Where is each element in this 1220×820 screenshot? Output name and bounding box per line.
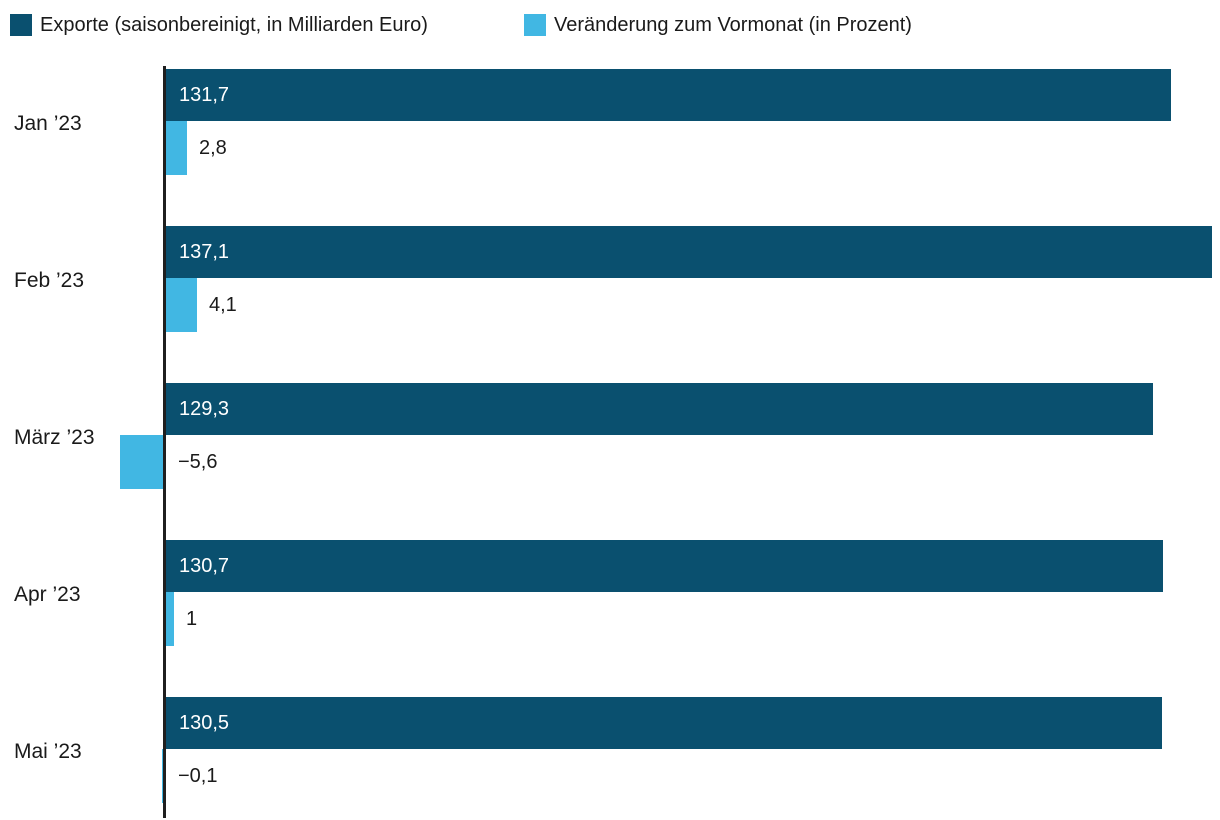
export-value-label: 137,1 bbox=[179, 241, 230, 263]
axis-line bbox=[163, 66, 166, 818]
chart-row: Apr ’23 130,7 1 bbox=[0, 540, 1220, 697]
legend-swatch-exports-icon bbox=[10, 14, 32, 36]
category-label: Mai ’23 bbox=[14, 740, 82, 763]
export-bar: 130,5 bbox=[166, 697, 1162, 749]
category-label: März ’23 bbox=[14, 426, 95, 449]
legend-label-exports: Exporte (saisonbereinigt, in Milliarden … bbox=[40, 14, 428, 36]
legend-swatch-change-icon bbox=[524, 14, 546, 36]
legend-item-change: Veränderung zum Vormonat (in Prozent) bbox=[524, 14, 912, 36]
export-value-label: 131,7 bbox=[179, 84, 230, 106]
change-bar bbox=[166, 121, 187, 175]
export-bar: 130,7 bbox=[166, 540, 1163, 592]
change-bar bbox=[166, 278, 197, 332]
category-label: Jan ’23 bbox=[14, 112, 82, 135]
change-value-label: 1 bbox=[186, 608, 198, 630]
chart-row: Jan ’23 131,7 2,8 bbox=[0, 69, 1220, 226]
change-value-label: 2,8 bbox=[199, 137, 227, 159]
export-value-label: 129,3 bbox=[179, 398, 230, 420]
export-bar: 129,3 bbox=[166, 383, 1153, 435]
export-value-label: 130,7 bbox=[179, 555, 230, 577]
change-bar bbox=[162, 749, 163, 803]
export-value-label: 130,5 bbox=[179, 712, 230, 734]
legend-label-change: Veränderung zum Vormonat (in Prozent) bbox=[554, 14, 912, 36]
chart-row: März ’23 129,3 −5,6 bbox=[0, 383, 1220, 540]
export-bar: 131,7 bbox=[166, 69, 1171, 121]
change-bar bbox=[166, 592, 174, 646]
chart-row: Mai ’23 130,5 −0,1 bbox=[0, 697, 1220, 820]
change-bar bbox=[120, 435, 163, 489]
category-label: Feb ’23 bbox=[14, 269, 85, 292]
legend-item-exports: Exporte (saisonbereinigt, in Milliarden … bbox=[10, 14, 428, 36]
change-value-label: 4,1 bbox=[209, 294, 237, 316]
export-bar: 137,1 bbox=[166, 226, 1212, 278]
chart-row: Feb ’23 137,1 4,1 bbox=[0, 226, 1220, 383]
change-value-label: −0,1 bbox=[178, 765, 218, 787]
category-label: Apr ’23 bbox=[14, 583, 81, 606]
change-value-label: −5,6 bbox=[178, 451, 218, 473]
